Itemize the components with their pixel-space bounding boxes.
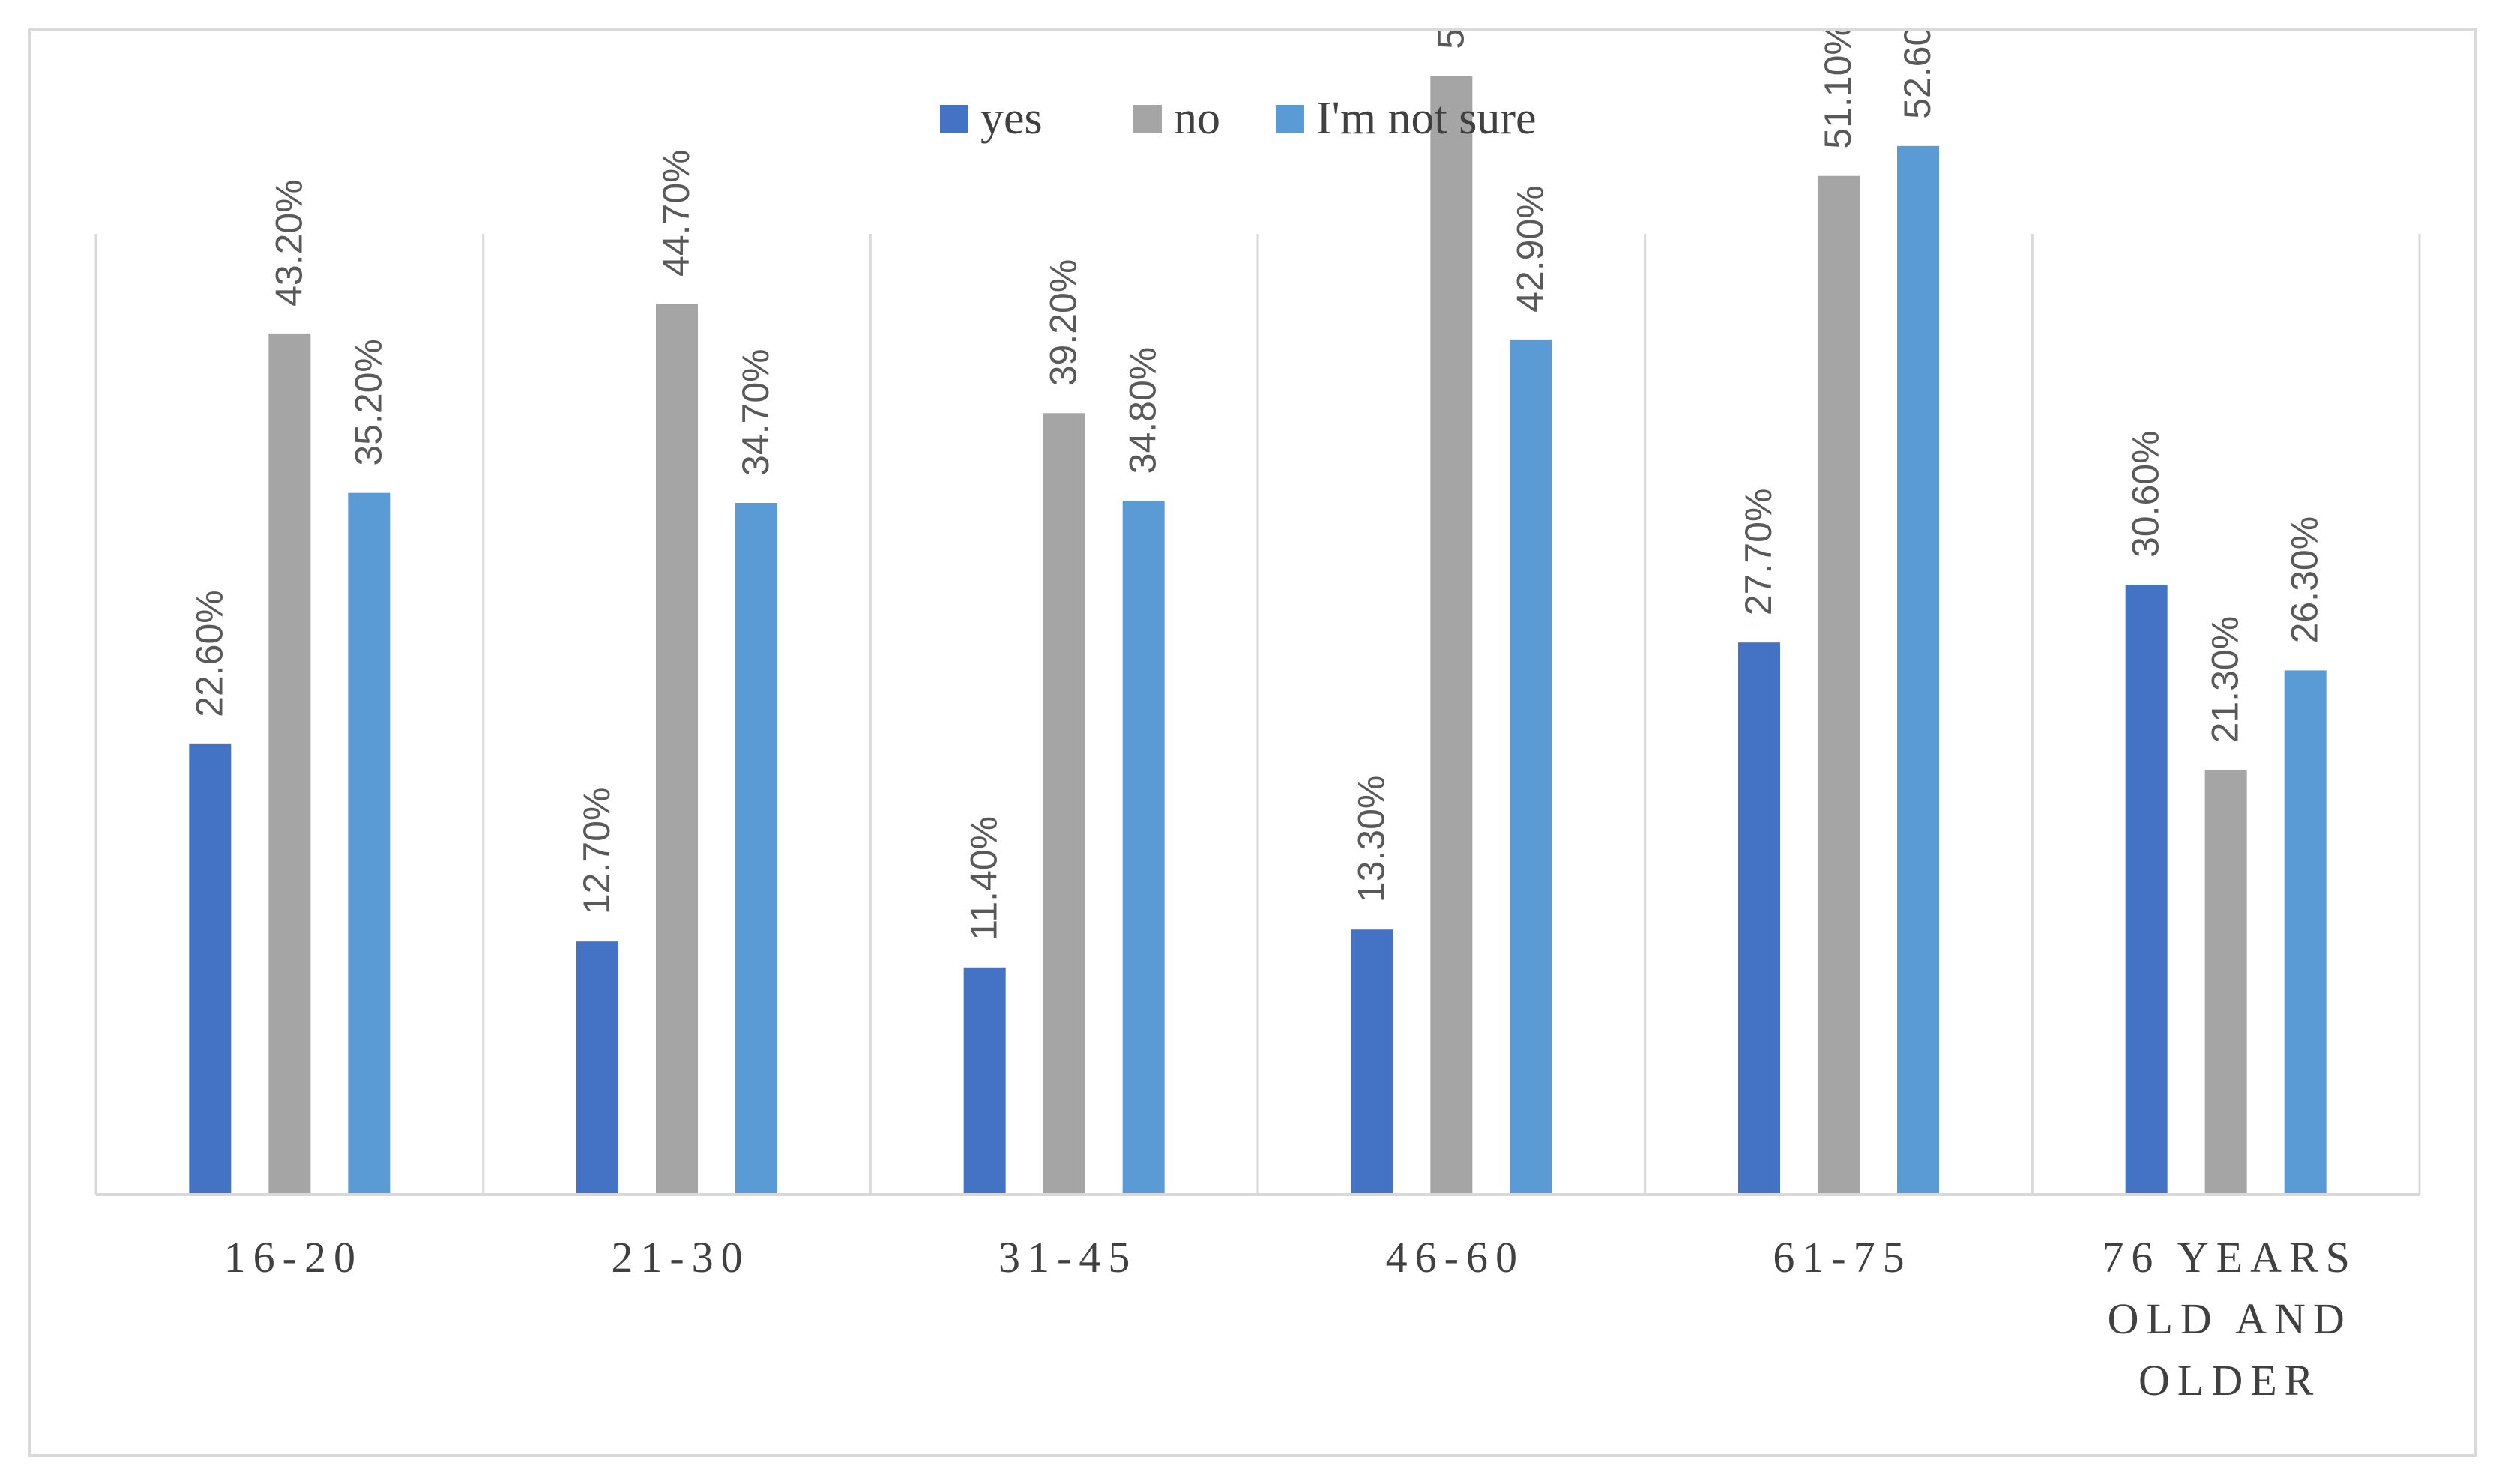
bar-no: [656, 303, 698, 1195]
value-label: 12.70%: [576, 788, 618, 915]
value-label: 39.20%: [1043, 259, 1085, 387]
category-label: 21-30: [611, 1233, 750, 1282]
value-labels: 22.60% 12.70% 11.40% 13.30% 27.70% 30.60% 43.2…: [188, 31, 2325, 941]
value-label: 30.60%: [2125, 430, 2167, 558]
value-label: 34.70%: [735, 349, 777, 476]
value-label: 22.60%: [188, 590, 230, 717]
bar-yes: [963, 967, 1006, 1195]
value-label: 44.70%: [655, 149, 697, 277]
value-label: 35.20%: [347, 339, 389, 466]
category-label: OLDER: [2138, 1356, 2321, 1405]
bar-i-m-not-sure: [1510, 339, 1552, 1195]
bar-yes: [1738, 642, 1780, 1195]
category-label: 46-60: [1386, 1233, 1525, 1282]
bar-i-m-not-sure: [1897, 145, 1939, 1195]
value-label: 34.80%: [1122, 347, 1164, 474]
category-label: 16-20: [224, 1233, 363, 1282]
value-label: 11.40%: [963, 816, 1005, 941]
bars: [189, 76, 2327, 1195]
legend-swatch: [1276, 105, 1304, 133]
bar-i-m-not-sure: [348, 492, 391, 1195]
category-label: OLD AND: [2108, 1294, 2352, 1343]
bar-no: [268, 333, 311, 1195]
bar-chart: 22.60% 12.70% 11.40% 13.30% 27.70% 30.60% 43.2…: [94, 31, 2421, 1405]
category-label: 76 YEARS: [2102, 1233, 2357, 1282]
legend-swatch: [940, 105, 968, 133]
value-label: 56.10%: [1429, 31, 1471, 49]
bar-i-m-not-sure: [2284, 670, 2327, 1195]
legend: yes no I'm not sure: [940, 93, 1537, 144]
category-label: 61-75: [1773, 1233, 1911, 1282]
value-label: 52.60%: [1896, 31, 1938, 119]
chart-frame: 22.60% 12.70% 11.40% 13.30% 27.70% 30.60% 43.2…: [28, 28, 2477, 1457]
value-label: 21.30%: [2204, 616, 2246, 743]
value-label: 42.90%: [1509, 185, 1551, 313]
value-label: 26.30%: [2284, 516, 2326, 644]
value-label: 27.70%: [1737, 489, 1779, 616]
legend-label: yes: [980, 93, 1043, 144]
bar-i-m-not-sure: [735, 502, 777, 1195]
value-label: 43.20%: [268, 179, 310, 307]
bar-yes: [189, 743, 232, 1195]
bar-yes: [1351, 929, 1393, 1195]
category-labels: 16-20 21-30 31-45 46-60 61-75 76 YEARS OLD AND…: [224, 1233, 2357, 1405]
bar-yes: [576, 941, 618, 1195]
legend-swatch: [1133, 105, 1162, 133]
category-separators: [94, 234, 2421, 1195]
bar-yes: [2125, 585, 2168, 1195]
bar-no: [1043, 413, 1085, 1195]
category-label: 31-45: [998, 1233, 1137, 1282]
bar-no: [1818, 175, 1860, 1195]
legend-label: no: [1174, 93, 1220, 144]
bar-no: [1430, 76, 1473, 1195]
bar-i-m-not-sure: [1122, 501, 1165, 1195]
value-label: 13.30%: [1350, 776, 1392, 903]
value-label: 51.10%: [1817, 31, 1859, 149]
legend-label: I'm not sure: [1316, 93, 1537, 144]
bar-no: [2204, 770, 2247, 1195]
